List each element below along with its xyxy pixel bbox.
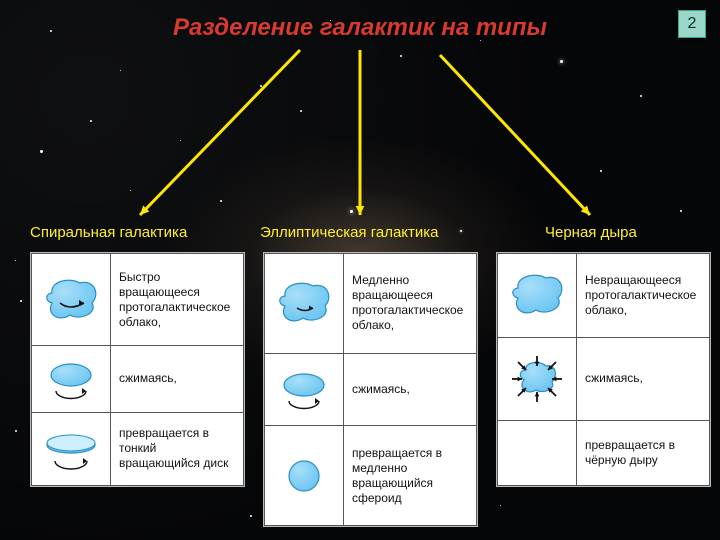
panel-row-icon xyxy=(498,337,577,421)
panel-row-text: сжимаясь, xyxy=(577,337,710,421)
panel-row-text: превращается в медленно вращающийся сфер… xyxy=(344,426,477,526)
panel-row-icon xyxy=(32,346,111,413)
panel-row-icon xyxy=(265,254,344,354)
panel-row-text: Медленно вращающееся протогалактическое … xyxy=(344,254,477,354)
panel-row-text: сжимаясь, xyxy=(344,353,477,425)
panel-table: Быстро вращающееся протогалактическое об… xyxy=(31,253,244,486)
panel-row-text: Невращающееся протогалактическое облако, xyxy=(577,254,710,338)
column-label-elliptical: Эллиптическая галактика xyxy=(260,224,439,241)
panel-spiral: Быстро вращающееся протогалактическое об… xyxy=(30,252,245,487)
arrow-blackhole xyxy=(428,43,602,227)
panel-table: Невращающееся протогалактическое облако,… xyxy=(497,253,710,486)
panel-blackhole: Невращающееся протогалактическое облако,… xyxy=(496,252,711,487)
arrow-spiral xyxy=(128,38,312,227)
column-label-blackhole: Черная дыра xyxy=(545,224,637,241)
panel-row-icon xyxy=(32,412,111,485)
panel-row-text: сжимаясь, xyxy=(111,346,244,413)
panel-table: Медленно вращающееся протогалактическое … xyxy=(264,253,477,526)
panel-row-icon xyxy=(265,426,344,526)
panel-elliptical: Медленно вращающееся протогалактическое … xyxy=(263,252,478,527)
panel-row-icon xyxy=(32,254,111,346)
slide-stage: 2 Разделение галактик на типы Спиральная… xyxy=(0,0,720,540)
panel-row-icon xyxy=(498,254,577,338)
panel-row-text: превращается в тонкий вращающийся диск xyxy=(111,412,244,485)
panel-row-icon xyxy=(498,421,577,486)
column-label-spiral: Спиральная галактика xyxy=(30,224,187,241)
panel-row-text: превращается в чёрную дыру xyxy=(577,421,710,486)
panel-row-text: Быстро вращающееся протогалактическое об… xyxy=(111,254,244,346)
arrow-elliptical xyxy=(348,38,372,227)
panel-row-icon xyxy=(265,353,344,425)
